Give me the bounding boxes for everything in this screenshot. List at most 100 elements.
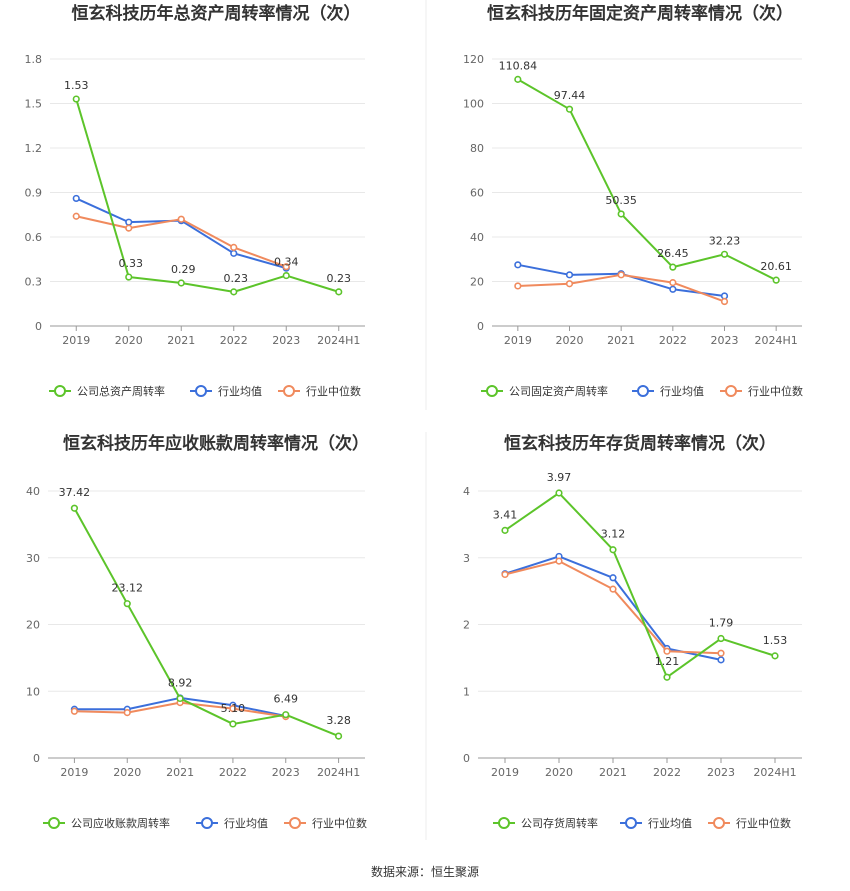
- data-point-median: [663, 647, 671, 655]
- data-label: 0.29: [171, 263, 196, 276]
- series-line-company: [75, 98, 340, 293]
- data-point-median: [230, 243, 238, 251]
- legend-item-median[interactable]: 行业中位数: [284, 816, 367, 830]
- legend-item-company[interactable]: 公司应收账款周转率: [43, 816, 170, 830]
- x-tick-label: 2022: [659, 334, 687, 347]
- legend-item-median[interactable]: 行业中位数: [708, 816, 791, 830]
- x-tick-label: 2024H1: [755, 334, 798, 347]
- data-label: 1.53: [64, 79, 89, 92]
- y-tick-label: 0.3: [25, 276, 43, 289]
- data-point-company: [717, 634, 725, 643]
- data-point-company: [177, 279, 185, 287]
- data-point-avg: [565, 271, 574, 279]
- data-label: 50.35: [605, 194, 637, 207]
- data-point-median: [229, 705, 237, 713]
- y-tick-label: 100: [463, 98, 484, 111]
- data-point-company: [230, 288, 238, 296]
- data-point-company: [282, 711, 290, 719]
- y-tick-label: 1.5: [25, 98, 43, 111]
- legend-item-company[interactable]: 公司总资产周转率: [49, 384, 165, 398]
- data-point-avg: [609, 574, 617, 582]
- data-label: 1.53: [763, 634, 788, 647]
- legend-item-avg[interactable]: 行业均值: [620, 817, 692, 830]
- legend-label: 行业均值: [648, 817, 692, 830]
- data-label: 20.61: [760, 260, 792, 273]
- data-label: 1.21: [655, 655, 680, 668]
- x-tick-label: 2019: [504, 334, 532, 347]
- legend-item-avg[interactable]: 行业均值: [632, 385, 704, 398]
- data-point-company: [514, 75, 522, 83]
- series-line-company: [504, 492, 776, 679]
- data-point-median: [555, 557, 563, 565]
- x-tick-label: 2023: [711, 334, 739, 347]
- y-tick-label: 20: [26, 619, 40, 632]
- chart-title: 恒玄科技历年存货周转率情况（次）: [504, 433, 776, 454]
- data-label: 97.44: [554, 89, 586, 102]
- series-line-avg: [517, 263, 725, 297]
- data-point-company: [565, 105, 574, 113]
- data-label: 3.28: [326, 714, 351, 727]
- data-point-avg: [125, 218, 133, 226]
- legend-label: 行业均值: [660, 385, 704, 398]
- legend-item-company[interactable]: 公司固定资产周转率: [481, 384, 608, 398]
- data-point-median: [609, 585, 617, 593]
- y-tick-label: 30: [26, 552, 40, 565]
- x-tick-label: 2021: [166, 766, 194, 779]
- x-tick-label: 2024H1: [753, 766, 796, 779]
- data-label: 110.84: [499, 59, 538, 72]
- data-point-company: [335, 288, 343, 296]
- legend-label: 行业均值: [224, 817, 268, 830]
- legend-item-company[interactable]: 公司存货周转率: [493, 816, 598, 830]
- data-point-company: [282, 271, 290, 280]
- x-tick-label: 2019: [62, 334, 90, 347]
- data-point-median: [177, 215, 185, 223]
- y-tick-label: 1: [463, 685, 470, 698]
- x-tick-label: 2021: [599, 766, 627, 779]
- x-tick-label: 2023: [272, 766, 300, 779]
- data-label: 6.49: [274, 693, 299, 706]
- y-tick-label: 10: [26, 685, 40, 698]
- legend-item-avg[interactable]: 行业均值: [196, 817, 268, 830]
- data-point-company: [501, 526, 509, 534]
- legend-swatch-marker: [54, 385, 66, 397]
- data-point-company: [334, 732, 343, 740]
- x-tick-label: 2022: [219, 766, 247, 779]
- y-tick-label: 1.8: [25, 53, 43, 66]
- data-point-company: [555, 489, 563, 497]
- legend-swatch-marker: [498, 817, 510, 829]
- chart-panel-1: 恒玄科技历年总资产周转率情况（次） 0 0.3 0.6 0.9 1.2 1.5 1.8 2019…: [25, 3, 365, 398]
- legend-item-avg[interactable]: 行业均值: [190, 385, 262, 398]
- data-point-avg: [230, 249, 238, 257]
- legend-swatch-marker: [637, 385, 649, 397]
- x-tick-label: 2021: [167, 334, 195, 347]
- data-point-company: [176, 694, 184, 703]
- y-tick-label: 20: [470, 276, 484, 289]
- data-label: 3.97: [547, 471, 572, 484]
- data-label: 0.33: [119, 257, 144, 270]
- data-point-avg: [720, 292, 729, 300]
- x-tick-label: 2020: [113, 766, 141, 779]
- legend-label: 公司应收账款周转率: [71, 816, 170, 830]
- data-point-avg: [669, 285, 677, 293]
- y-tick-label: 40: [470, 231, 484, 244]
- data-label: 3.12: [601, 528, 626, 541]
- data-point-company: [609, 546, 617, 554]
- x-tick-label: 2020: [556, 334, 584, 347]
- legend-label: 公司存货周转率: [521, 816, 598, 830]
- x-tick-label: 2020: [115, 334, 143, 347]
- legend-label: 行业中位数: [312, 816, 367, 830]
- legend-label: 行业中位数: [306, 384, 361, 398]
- chart-panel-4: 恒玄科技历年存货周转率情况（次） 0 1 2 3 4 2019 2020 2021 2022 202…: [463, 433, 802, 830]
- data-point-company: [669, 263, 677, 271]
- data-point-company: [720, 250, 729, 258]
- legend-item-median[interactable]: 行业中位数: [278, 384, 361, 398]
- legend-label: 行业均值: [218, 385, 262, 398]
- data-label: 8.92: [168, 676, 193, 689]
- data-label: 1.79: [709, 617, 734, 630]
- data-point-median: [720, 297, 729, 306]
- data-point-median: [717, 649, 725, 657]
- y-tick-label: 4: [463, 485, 470, 498]
- data-point-company: [617, 210, 625, 218]
- legend-label: 公司固定资产周转率: [509, 384, 608, 398]
- legend-item-median[interactable]: 行业中位数: [720, 384, 803, 398]
